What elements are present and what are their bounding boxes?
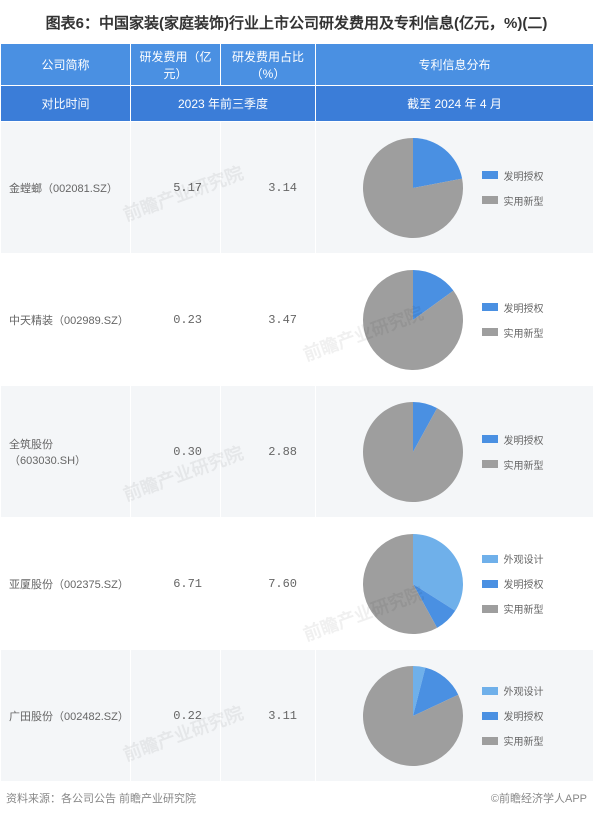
cell-rd: 0.23 (131, 254, 221, 386)
legend-label: 外观设计 (504, 551, 544, 566)
legend-label: 实用新型 (504, 457, 544, 472)
header-row-2: 对比时间 2023 年前三季度 截至 2024 年 4 月 (1, 86, 593, 122)
pie-chart (358, 529, 468, 639)
cell-pie: 发明授权实用新型 (316, 122, 593, 254)
legend-swatch (482, 712, 498, 720)
legend-item: 发明授权 (482, 432, 544, 447)
chart-title: 图表6：中国家装(家庭装饰)行业上市公司研发费用及专利信息(亿元，%)(二) (0, 0, 593, 43)
legend-label: 发明授权 (504, 168, 544, 183)
cell-pct: 7.60 (221, 518, 316, 650)
legend-label: 发明授权 (504, 300, 544, 315)
cell-rd: 0.30 (131, 386, 221, 518)
legend-item: 实用新型 (482, 457, 544, 472)
cell-pie: 外观设计发明授权实用新型 (316, 650, 593, 782)
footer-brand: ©前瞻经济学人APP (491, 790, 587, 806)
legend-label: 实用新型 (504, 733, 544, 748)
th-company: 公司简称 (1, 44, 131, 86)
legend-item: 外观设计 (482, 683, 544, 698)
cell-pct: 3.14 (221, 122, 316, 254)
legend-swatch (482, 737, 498, 745)
table-body: 金螳螂（002081.SZ）5.173.14发明授权实用新型中天精装（00298… (1, 122, 593, 782)
cell-pie: 发明授权实用新型 (316, 386, 593, 518)
cell-pie: 发明授权实用新型 (316, 254, 593, 386)
th-pct: 研发费用占比（%） (221, 44, 316, 86)
legend-item: 发明授权 (482, 576, 544, 591)
legend-swatch (482, 435, 498, 443)
legend-item: 实用新型 (482, 193, 544, 208)
legend-label: 发明授权 (504, 576, 544, 591)
pie-legend: 发明授权实用新型 (482, 432, 552, 472)
legend-swatch (482, 605, 498, 613)
table-row: 中天精装（002989.SZ）0.233.47 发明授权实用新型 (1, 254, 593, 386)
footer: 资料来源：各公司公告 前瞻产业研究院 ©前瞻经济学人APP (0, 782, 593, 816)
legend-item: 外观设计 (482, 551, 544, 566)
pie-chart (358, 133, 468, 243)
data-table: 公司简称 研发费用（亿元） 研发费用占比（%） 专利信息分布 对比时间 2023… (0, 43, 593, 782)
legend-swatch (482, 328, 498, 336)
legend-label: 实用新型 (504, 325, 544, 340)
th-rd: 研发费用（亿元） (131, 44, 221, 86)
cell-rd: 0.22 (131, 650, 221, 782)
th-compare: 对比时间 (1, 86, 131, 122)
legend-swatch (482, 580, 498, 588)
legend-item: 发明授权 (482, 168, 544, 183)
th-period1: 2023 年前三季度 (131, 86, 316, 122)
cell-rd: 6.71 (131, 518, 221, 650)
legend-swatch (482, 460, 498, 468)
cell-company: 中天精装（002989.SZ） (1, 254, 131, 386)
pie-legend: 外观设计发明授权实用新型 (482, 683, 552, 748)
header-row-1: 公司简称 研发费用（亿元） 研发费用占比（%） 专利信息分布 (1, 44, 593, 86)
cell-company: 亚厦股份（002375.SZ） (1, 518, 131, 650)
cell-pct: 3.47 (221, 254, 316, 386)
legend-swatch (482, 196, 498, 204)
legend-label: 实用新型 (504, 601, 544, 616)
table-row: 金螳螂（002081.SZ）5.173.14 发明授权实用新型 (1, 122, 593, 254)
legend-item: 实用新型 (482, 325, 544, 340)
legend-swatch (482, 687, 498, 695)
table-row: 广田股份（002482.SZ）0.223.11 外观设计发明授权实用新型 (1, 650, 593, 782)
th-period2: 截至 2024 年 4 月 (316, 86, 593, 122)
cell-pct: 3.11 (221, 650, 316, 782)
legend-label: 发明授权 (504, 708, 544, 723)
pie-legend: 发明授权实用新型 (482, 300, 552, 340)
pie-chart (358, 265, 468, 375)
cell-company: 广田股份（002482.SZ） (1, 650, 131, 782)
cell-rd: 5.17 (131, 122, 221, 254)
cell-pie: 外观设计发明授权实用新型 (316, 518, 593, 650)
legend-swatch (482, 303, 498, 311)
legend-item: 发明授权 (482, 300, 544, 315)
cell-company: 全筑股份（603030.SH） (1, 386, 131, 518)
th-patent: 专利信息分布 (316, 44, 593, 86)
table-row: 亚厦股份（002375.SZ）6.717.60 外观设计发明授权实用新型 (1, 518, 593, 650)
pie-chart (358, 661, 468, 771)
pie-legend: 外观设计发明授权实用新型 (482, 551, 552, 616)
pie-chart (358, 397, 468, 507)
pie-legend: 发明授权实用新型 (482, 168, 552, 208)
cell-company: 金螳螂（002081.SZ） (1, 122, 131, 254)
table-row: 全筑股份（603030.SH）0.302.88 发明授权实用新型 (1, 386, 593, 518)
legend-item: 实用新型 (482, 601, 544, 616)
legend-label: 外观设计 (504, 683, 544, 698)
legend-label: 发明授权 (504, 432, 544, 447)
cell-pct: 2.88 (221, 386, 316, 518)
legend-item: 发明授权 (482, 708, 544, 723)
legend-item: 实用新型 (482, 733, 544, 748)
legend-swatch (482, 171, 498, 179)
legend-label: 实用新型 (504, 193, 544, 208)
legend-swatch (482, 555, 498, 563)
footer-source: 资料来源：各公司公告 前瞻产业研究院 (6, 790, 196, 806)
